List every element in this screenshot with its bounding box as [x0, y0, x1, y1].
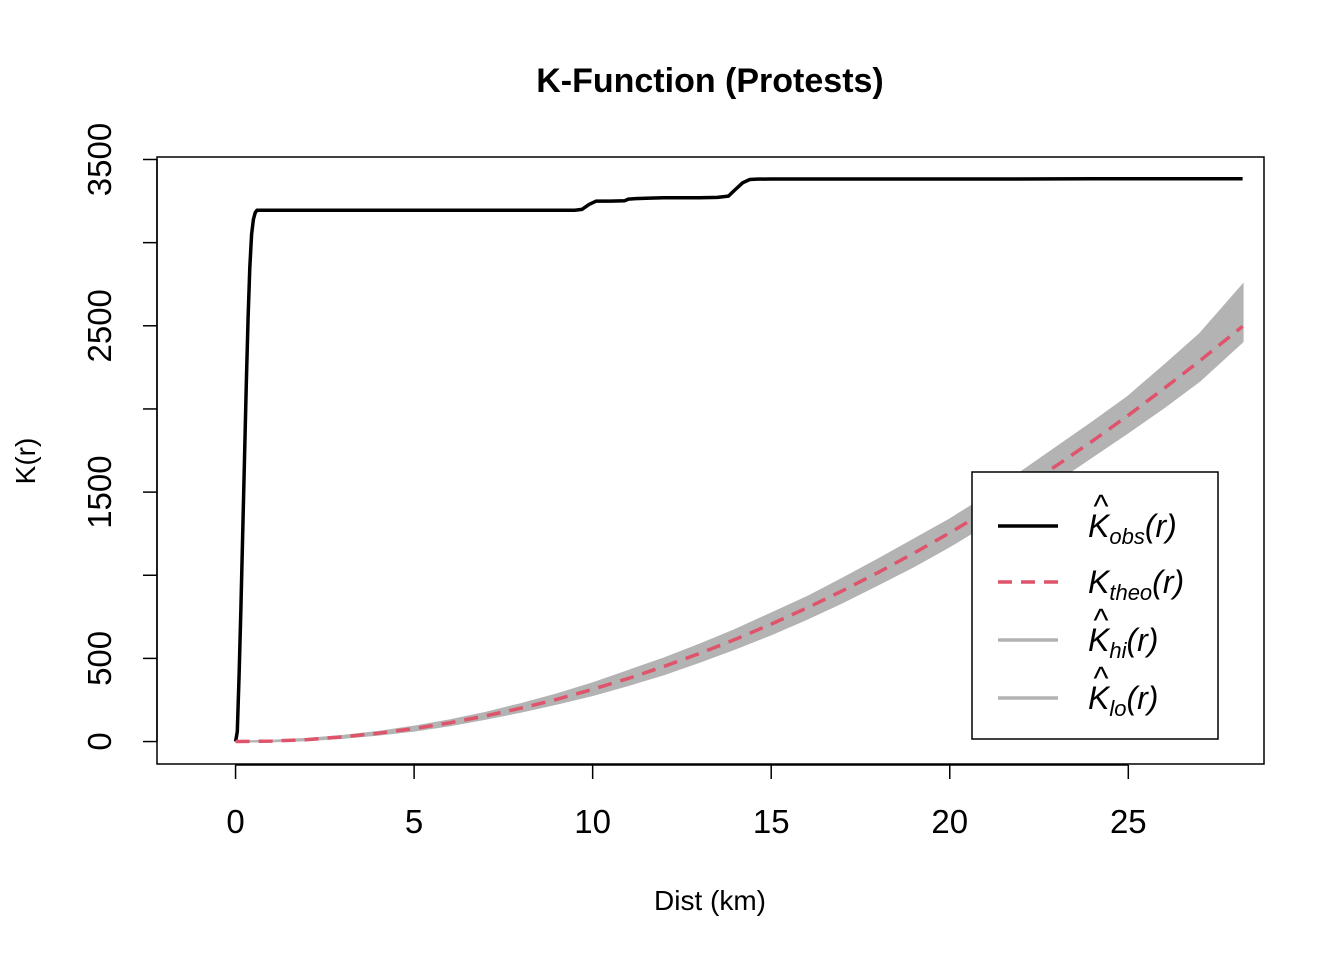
y-tick-label: 1500: [81, 455, 118, 528]
envelope-layer: [235, 282, 1244, 743]
envelope-band: [235, 282, 1244, 743]
series-line-k-obs: [233, 177, 1243, 742]
series-layer: [233, 177, 1244, 744]
legend-box: [971, 471, 1219, 740]
x-axis-label: Dist (km): [654, 885, 766, 916]
legend-label-k-obs: Kobs(r): [1088, 508, 1177, 549]
x-tick-label: 15: [753, 803, 790, 840]
legend-label-k-theo: Ktheo(r): [1088, 564, 1184, 605]
x-tick-label: 10: [574, 803, 611, 840]
legend: Kobs(r)^Ktheo(r)Khi(r)^Klo(r)^: [971, 471, 1219, 740]
x-tick-label: 0: [226, 803, 244, 840]
x-tick-label: 20: [931, 803, 968, 840]
legend-label-k-lo: Klo(r): [1088, 680, 1158, 721]
y-tick-label: 0: [81, 732, 118, 750]
legend-hat: ^: [1093, 660, 1109, 696]
legend-hat: ^: [1093, 602, 1109, 638]
x-tick-label: 25: [1110, 803, 1147, 840]
legend-hat: ^: [1093, 488, 1109, 524]
x-axis: 0 5 10 15 20 25: [226, 764, 1147, 840]
y-tick-label: 3500: [81, 123, 118, 196]
y-tick-label: 500: [81, 631, 118, 686]
y-tick-label: 2500: [81, 289, 118, 362]
chart-title: K-Function (Protests): [536, 62, 884, 100]
y-axis-label: K(r): [10, 438, 41, 485]
legend-label-k-hi: Khi(r): [1088, 622, 1158, 663]
x-tick-label: 5: [405, 803, 423, 840]
y-axis: 0 500 1500 2500 3500: [81, 123, 158, 751]
series-line-k-theo: [235, 324, 1244, 744]
